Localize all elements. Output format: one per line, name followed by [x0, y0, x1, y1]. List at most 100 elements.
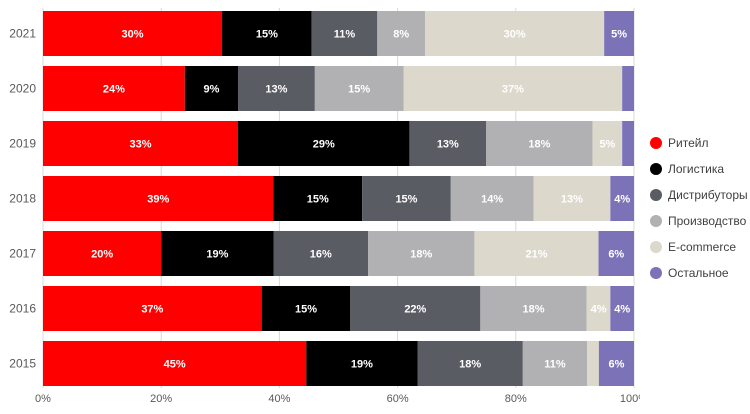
- bar-segment: [273, 176, 363, 221]
- bar-segment: [598, 231, 634, 276]
- bar-segment: [417, 341, 523, 386]
- bar-data-label: 30%: [504, 29, 526, 41]
- bar-data-label: 4%: [614, 194, 630, 206]
- bar-data-label: 24%: [103, 84, 125, 96]
- bar-data-label: 18%: [528, 139, 550, 151]
- bar-segment: [43, 341, 307, 386]
- bar-data-label: 18%: [523, 304, 545, 316]
- bar-segment: [450, 176, 534, 221]
- category-label: 2018: [9, 192, 36, 206]
- bar-data-label: 22%: [404, 304, 426, 316]
- legend: Ритейл Логистика Дистрибуторы Производство E…: [650, 130, 748, 286]
- legend-label: Остальное: [668, 266, 729, 280]
- stacked-bar-chart: 30% 15% 11% 8% 30% 5% 24% 9% 13% 15% 37% 33% 29% 13% 1…: [9, 8, 640, 405]
- bar-data-label: 19%: [206, 249, 228, 261]
- bar-segment: [622, 66, 634, 111]
- bar-segment: [311, 11, 378, 56]
- bar-data-label: 13%: [265, 84, 287, 96]
- bar-segment: [610, 286, 634, 331]
- bar-segment: [409, 121, 487, 166]
- bar-data-label: 20%: [91, 249, 113, 261]
- bar-data-label: 15%: [395, 194, 417, 206]
- bar-data-label: 30%: [122, 29, 144, 41]
- x-tick-label: 100%: [620, 393, 640, 405]
- bar-segment: [238, 121, 410, 166]
- x-tick-label: 40%: [268, 393, 290, 405]
- bar-data-label: 39%: [147, 194, 169, 206]
- category-label: 2017: [9, 247, 36, 261]
- legend-label: Производство: [668, 214, 747, 228]
- bar-data-label: 18%: [459, 359, 481, 371]
- bar-data-label: 11%: [544, 359, 566, 371]
- category-label: 2016: [9, 302, 36, 316]
- bar-segment: [350, 286, 481, 331]
- bar-segment: [592, 121, 623, 166]
- bar-data-label: 33%: [129, 139, 151, 151]
- x-tick-label: 0%: [35, 393, 51, 405]
- bar-segment: [261, 286, 351, 331]
- bar-segment: [362, 176, 451, 221]
- bar-segment: [43, 121, 239, 166]
- bar-data-label: 14%: [481, 194, 503, 206]
- legend-item: E-commerce: [650, 234, 748, 260]
- bar-segment: [222, 11, 312, 56]
- bar-data-label: 37%: [141, 304, 163, 316]
- bar-segment: [306, 341, 418, 386]
- bar-data-label: 21%: [525, 249, 547, 261]
- bar-segment: [43, 286, 262, 331]
- x-tick-label: 20%: [150, 393, 172, 405]
- bar-segment: [43, 231, 162, 276]
- bar-segment: [425, 11, 605, 56]
- bar-segment: [43, 11, 223, 56]
- bar-data-label: 8%: [393, 29, 409, 41]
- bar-data-label: 15%: [295, 304, 317, 316]
- bar-segment: [403, 66, 623, 111]
- legend-item: Дистрибуторы: [650, 182, 748, 208]
- bar-data-label: 13%: [561, 194, 583, 206]
- bar-data-label: 16%: [310, 249, 332, 261]
- bar-data-label: 19%: [351, 359, 373, 371]
- bar-segment: [533, 176, 611, 221]
- legend-label: Ритейл: [668, 136, 709, 150]
- legend-swatch-icon: [650, 215, 662, 227]
- legend-swatch-icon: [650, 137, 662, 149]
- legend-item: Производство: [650, 208, 748, 234]
- bar-data-label: 15%: [307, 194, 329, 206]
- bar-segment: [314, 66, 404, 111]
- bar-segment: [368, 231, 475, 276]
- bar-segment: [598, 341, 634, 386]
- bar-data-label: 13%: [437, 139, 459, 151]
- bar-data-label: 29%: [313, 139, 335, 151]
- bar-data-label: 5%: [599, 139, 615, 151]
- bar-segment: [480, 286, 587, 331]
- bar-segment: [238, 66, 315, 111]
- legend-swatch-icon: [650, 267, 662, 279]
- legend-swatch-icon: [650, 189, 662, 201]
- bar-data-label: 6%: [608, 249, 624, 261]
- bar-segment: [522, 341, 588, 386]
- bar-data-label: 5%: [611, 29, 627, 41]
- bar-segment: [377, 11, 426, 56]
- x-tick-label: 60%: [387, 393, 409, 405]
- bar-data-label: 11%: [334, 29, 356, 41]
- legend-item: Ритейл: [650, 130, 748, 156]
- bar-segment: [474, 231, 599, 276]
- legend-swatch-icon: [650, 241, 662, 253]
- x-tick-label: 80%: [505, 393, 527, 405]
- legend-item: Остальное: [650, 260, 748, 286]
- x-axis-ticks: 0% 20% 40% 60% 80% 100%: [35, 393, 640, 405]
- category-labels: 2021 2020 2019 2018 2017 2016 2015: [9, 27, 36, 371]
- bar-segment: [604, 11, 634, 56]
- bar-data-label: 15%: [256, 29, 278, 41]
- legend-label: Дистрибуторы: [668, 188, 748, 202]
- bar-segment: [622, 121, 634, 166]
- bar-data-label: 15%: [348, 84, 370, 96]
- bar-segment: [184, 66, 239, 111]
- category-label: 2015: [9, 357, 36, 371]
- category-label: 2019: [9, 137, 36, 151]
- legend-swatch-icon: [650, 163, 662, 175]
- bar-data-label: 37%: [502, 84, 524, 96]
- bar-segment: [610, 176, 634, 221]
- bar-segment: [273, 231, 369, 276]
- bar-data-label: 4%: [614, 304, 630, 316]
